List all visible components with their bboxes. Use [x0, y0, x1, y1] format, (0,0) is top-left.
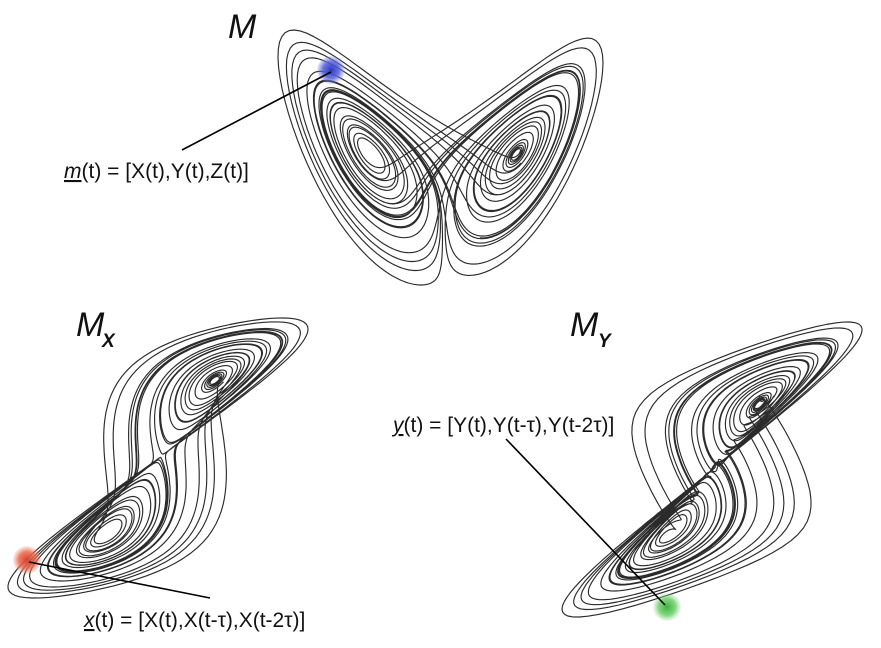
attM-path [277, 29, 604, 286]
attMY-path [561, 321, 863, 618]
vector-name-mx: x [83, 609, 96, 632]
attractor-my-trajectory [561, 321, 863, 618]
vector-name-my: y [391, 414, 405, 437]
panel-title-my: M [570, 306, 599, 344]
vector-label-mx: x(t) = [X(t),X(t-τ),X(t-2τ)] [83, 609, 305, 632]
panel-mx: M X x(t) = [X(t),X(t-τ),X(t-2τ)] [7, 306, 309, 632]
panel-m: M m(t) = [X(t),Y(t),Z(t)] [64, 8, 604, 286]
attractor-m-trajectory [277, 29, 604, 286]
vector-label-m: m(t) = [X(t),Y(t),Z(t)] [64, 160, 249, 183]
vector-name-m: m [64, 160, 82, 183]
state-point-mx-marker [13, 546, 41, 574]
vector-def-m: (t) = [X(t),Y(t),Z(t)] [82, 160, 249, 183]
vector-def-my: (t) = [Y(t),Y(t-τ),Y(t-2τ)] [404, 414, 615, 437]
panel-subscript-my: Y [598, 331, 613, 352]
pointer-line-mx [28, 561, 211, 599]
pointer-line-my [505, 438, 666, 606]
vector-def-mx: (t) = [X(t),X(t-τ),X(t-2τ)] [95, 609, 306, 632]
panel-my: M Y y(t) = [Y(t),Y(t-τ),Y(t-2τ)] [391, 306, 863, 621]
attMX-path [7, 317, 309, 599]
pointer-line-m [181, 71, 332, 151]
panel-subscript-mx: X [101, 331, 116, 352]
panel-title-m: M [228, 8, 257, 46]
state-point-m-marker [317, 56, 345, 84]
vector-label-my: y(t) = [Y(t),Y(t-τ),Y(t-2τ)] [391, 414, 614, 437]
panel-title-mx: M [76, 306, 105, 344]
attractor-mx-trajectory [7, 317, 309, 599]
